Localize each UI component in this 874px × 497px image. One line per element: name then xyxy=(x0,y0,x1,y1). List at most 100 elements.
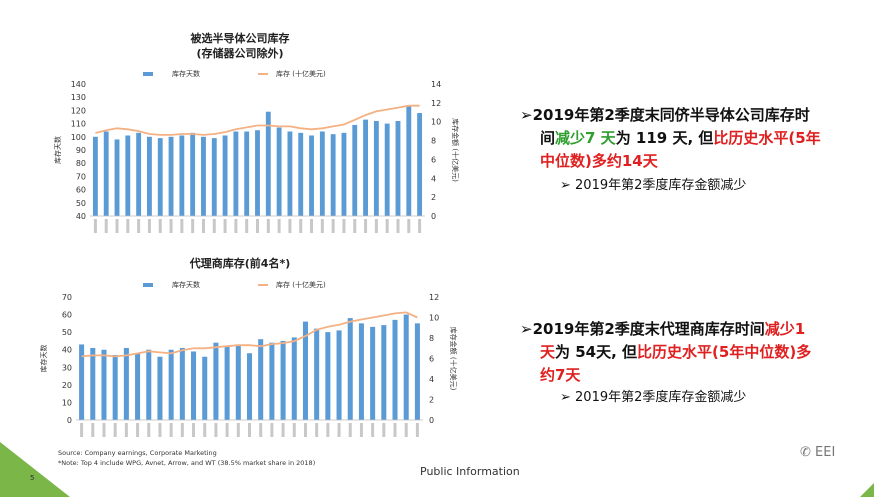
y2-tick-label: 4 xyxy=(431,174,436,183)
x-tick-label xyxy=(299,219,303,233)
bar xyxy=(381,325,387,420)
bar xyxy=(414,323,420,420)
x-tick-label xyxy=(371,423,375,437)
y2-tick-label: 12 xyxy=(431,99,441,108)
x-tick-label xyxy=(137,219,141,233)
bar xyxy=(352,124,358,216)
bar xyxy=(392,319,398,420)
x-tick-label xyxy=(382,423,386,437)
y2-tick-label: 4 xyxy=(429,375,434,384)
bar xyxy=(325,332,331,420)
x-tick-label xyxy=(180,423,184,437)
y2-tick-label: 8 xyxy=(429,334,434,343)
y-tick-label: 10 xyxy=(62,398,72,407)
y-tick-label: 80 xyxy=(76,159,86,168)
legend-swatch-bar xyxy=(143,283,153,287)
x-tick-label xyxy=(147,219,151,233)
x-tick-label xyxy=(180,219,184,233)
x-tick-label xyxy=(292,423,296,437)
bar xyxy=(276,127,282,216)
y-tick-label: 70 xyxy=(76,172,86,181)
y-tick-label: 60 xyxy=(62,311,72,320)
bar xyxy=(168,136,174,216)
chart2-title: 代理商库存(前4名*) xyxy=(189,257,291,270)
bullet2-highlight-history: 比历史水平(5年中位数)多 xyxy=(637,343,812,361)
bar xyxy=(302,321,308,420)
bullet1-highlight-decrease: 减少7 天 xyxy=(555,129,616,147)
bar xyxy=(202,356,208,420)
bar xyxy=(309,135,314,216)
bar xyxy=(179,135,185,216)
x-tick-label xyxy=(374,219,378,233)
y2-tick-label: 10 xyxy=(429,314,439,323)
bar xyxy=(135,353,141,420)
x-tick-label xyxy=(418,219,422,233)
x-tick-label xyxy=(93,219,97,233)
x-tick-label xyxy=(236,423,240,437)
bar xyxy=(280,340,286,420)
page-number: 5 xyxy=(30,474,35,482)
x-tick-label xyxy=(158,219,162,233)
bar xyxy=(395,120,401,216)
x-tick-label xyxy=(248,423,251,437)
bar xyxy=(201,136,206,216)
bar xyxy=(157,356,163,420)
y2-tick-label: 6 xyxy=(431,155,436,164)
x-tick-label xyxy=(136,423,140,437)
bullet2-sub: ➢ 2019年第2季度库存金额减少 xyxy=(560,390,747,405)
bullet1-sub: ➢ 2019年第2季度库存金额减少 xyxy=(560,178,747,193)
x-tick-label xyxy=(331,219,335,233)
y2-axis-label: 库存金额 (十亿美元) xyxy=(449,327,458,391)
legend-label-bar: 库存天数 xyxy=(172,69,200,78)
x-tick-label xyxy=(396,219,400,233)
bullet1-text-c: 为 119 天, 但 xyxy=(615,129,714,147)
bar xyxy=(341,132,347,216)
x-tick-label xyxy=(115,219,119,233)
y2-tick-label: 0 xyxy=(431,212,436,221)
bullet1-line3: 中位数)多约14天 xyxy=(540,152,658,170)
corner-decoration-left xyxy=(0,442,70,497)
y2-tick-label: 6 xyxy=(429,355,434,364)
x-tick-label xyxy=(393,423,397,437)
bar xyxy=(179,347,185,420)
bullet1-text-a: ➢2019年第2季度末同侪半导体公司库存时 xyxy=(520,106,810,124)
bar xyxy=(112,354,118,420)
bar xyxy=(319,131,325,216)
x-tick-label xyxy=(270,423,274,437)
y2-tick-label: 2 xyxy=(431,193,436,202)
y-tick-label: 100 xyxy=(71,133,86,142)
bar xyxy=(370,326,376,420)
y-tick-label: 60 xyxy=(76,186,86,195)
x-tick-label xyxy=(326,423,330,437)
bar xyxy=(90,347,96,420)
x-tick-label xyxy=(147,423,151,437)
x-tick-label xyxy=(281,423,285,437)
x-tick-label xyxy=(234,219,238,233)
y2-tick-label: 2 xyxy=(429,396,434,405)
x-tick-label xyxy=(113,423,117,437)
x-tick-label xyxy=(315,423,319,437)
y-tick-label: 50 xyxy=(76,199,86,208)
x-tick-label xyxy=(201,219,205,233)
bullet2-highlight-decrease: 减少1 xyxy=(764,320,806,338)
bar xyxy=(235,344,241,420)
y2-tick-label: 12 xyxy=(429,293,439,302)
bar xyxy=(269,342,275,420)
bar xyxy=(258,339,264,420)
y-axis-label: 库存天数 xyxy=(53,136,62,164)
x-tick-label xyxy=(359,423,363,437)
public-information-label: Public Information xyxy=(420,465,520,478)
bar xyxy=(265,111,271,216)
bullet1-text-b: 间 xyxy=(540,129,556,147)
bar xyxy=(213,342,219,420)
inventory-value-line xyxy=(81,311,418,358)
bar xyxy=(211,138,217,216)
legend-label-line: 库存 (十亿美元) xyxy=(276,69,326,78)
y-tick-label: 130 xyxy=(71,93,86,102)
bullet2-text-a: ➢2019年第2季度末代理商库存时间 xyxy=(520,320,765,338)
bar xyxy=(384,123,390,216)
x-tick-label xyxy=(277,219,281,233)
bar xyxy=(92,136,98,216)
x-tick-label xyxy=(158,423,162,437)
legend-swatch-bar xyxy=(143,72,153,76)
